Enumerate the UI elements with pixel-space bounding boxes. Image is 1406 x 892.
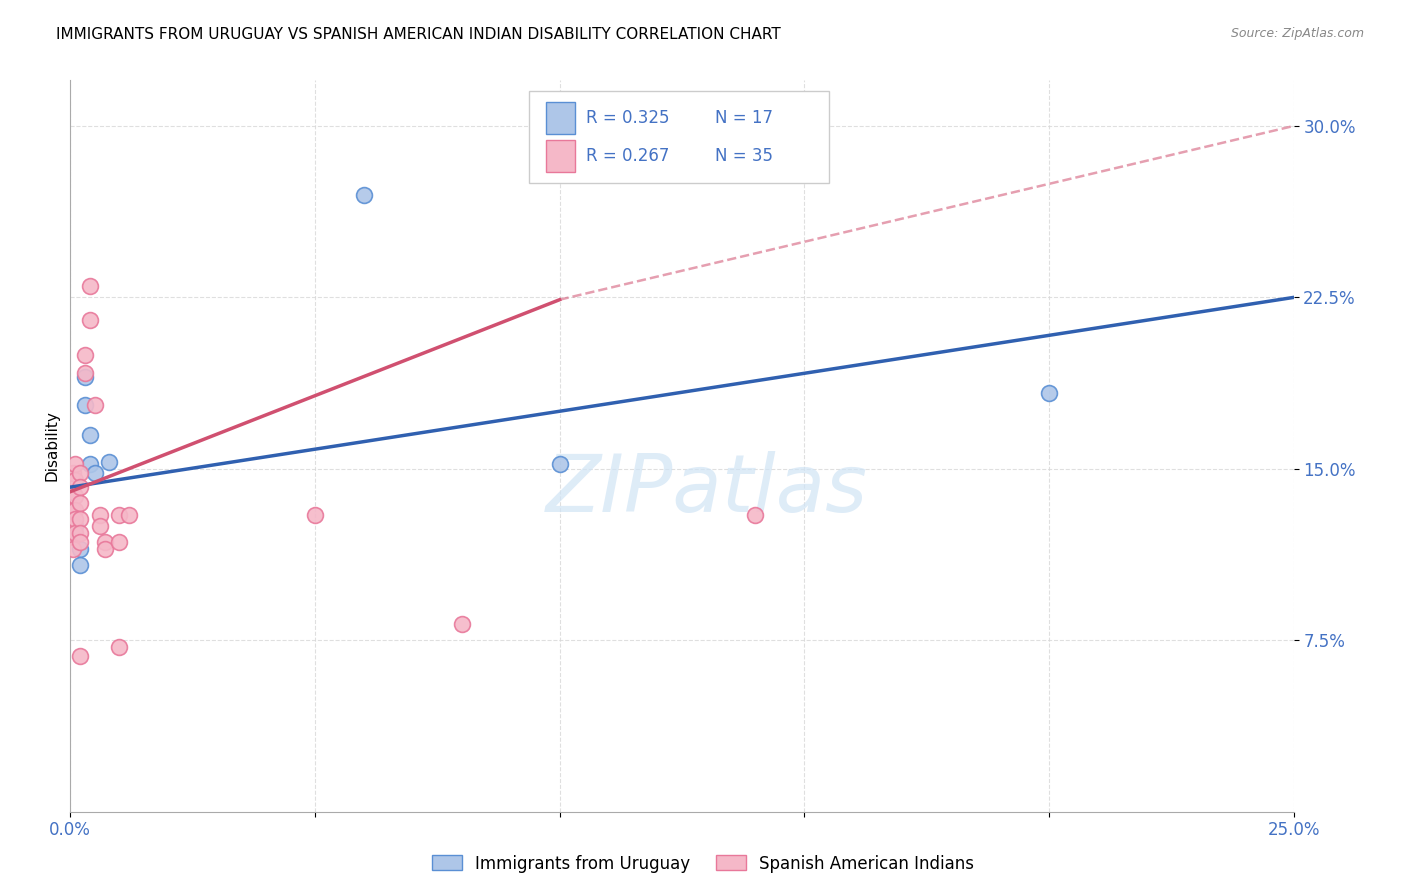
Point [69,558,91,572]
Text: ZIPatlas: ZIPatlas [546,450,868,529]
Point [73,370,96,384]
Point [62,519,84,533]
Point [63,458,86,472]
Point [1038,386,1060,401]
Point [450,617,472,632]
Text: R = 0.325: R = 0.325 [586,109,671,127]
FancyBboxPatch shape [546,102,575,134]
Point [353,187,375,202]
Legend: Immigrants from Uruguay, Spanish American Indians: Immigrants from Uruguay, Spanish America… [426,848,980,880]
Point [62,467,84,481]
Point [69,649,91,664]
Text: IMMIGRANTS FROM URUGUAY VS SPANISH AMERICAN INDIAN DISABILITY CORRELATION CHART: IMMIGRANTS FROM URUGUAY VS SPANISH AMERI… [56,27,780,42]
Point [73,398,96,412]
Point [108,640,131,655]
Point [744,508,766,522]
Point [73,366,96,380]
Point [73,347,96,362]
Point [304,508,326,522]
Point [63,525,86,540]
Point [69,496,91,510]
FancyBboxPatch shape [529,91,828,183]
Point [69,467,91,481]
Point [108,508,131,522]
Point [548,458,571,472]
Point [98,455,121,469]
Point [79,313,101,327]
Point [63,530,86,544]
Text: R = 0.267: R = 0.267 [586,147,669,165]
FancyBboxPatch shape [546,140,575,172]
Point [79,427,101,442]
Text: Source: ZipAtlas.com: Source: ZipAtlas.com [1230,27,1364,40]
Point [83,467,105,481]
Point [89,519,111,533]
Text: N = 17: N = 17 [714,109,773,127]
Point [63,503,86,517]
Point [63,512,86,526]
Point [93,535,115,549]
Text: N = 35: N = 35 [714,147,773,165]
Point [62,484,84,499]
Point [79,279,101,293]
Point [69,512,91,526]
Point [62,541,84,556]
Point [63,489,86,503]
Point [69,525,91,540]
Point [62,503,84,517]
Y-axis label: Disability: Disability [44,410,59,482]
Point [63,519,86,533]
Point [83,398,105,412]
Point [89,508,111,522]
Point [93,541,115,556]
Point [79,458,101,472]
Point [108,535,131,549]
Point [69,480,91,494]
Point [62,530,84,544]
Point [69,535,91,549]
Point [69,541,91,556]
Point [63,473,86,487]
Point [118,508,141,522]
